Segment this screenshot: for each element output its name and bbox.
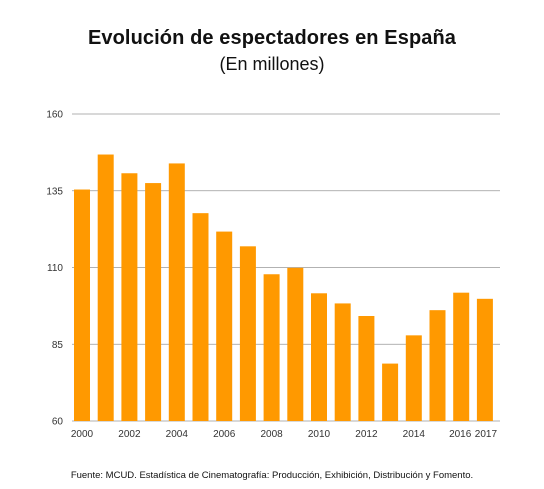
- bar-2006: [216, 231, 233, 421]
- bar-2012: [358, 316, 375, 421]
- bars: [74, 154, 493, 422]
- chart-subtitle: (En millones): [219, 54, 325, 74]
- bar-2001: [97, 154, 114, 422]
- bar-2014: [405, 335, 422, 421]
- bar-2007: [239, 246, 256, 421]
- y-axis-ticks: 60 85 110 135 160: [46, 110, 63, 428]
- bar-2000: [74, 189, 90, 421]
- y-tick-label: 135: [46, 186, 63, 197]
- x-tick-label: 2004: [166, 429, 189, 440]
- source-note: Fuente: MCUD. Estadística de Cinematogra…: [70, 470, 474, 481]
- y-tick-label: 85: [52, 340, 64, 351]
- bar-2009: [287, 267, 304, 421]
- bar-2002: [121, 173, 138, 421]
- x-tick-label: 2012: [355, 429, 378, 440]
- x-tick-label: 2014: [403, 429, 426, 440]
- bar-2013: [382, 363, 399, 421]
- bar-2011: [334, 303, 351, 421]
- y-tick-label: 160: [46, 110, 63, 121]
- bar-2010: [311, 293, 327, 421]
- bar-2017: [476, 298, 493, 421]
- x-tick-label: 2016: [449, 429, 472, 440]
- bar-2004: [168, 163, 185, 421]
- bar-2008: [263, 274, 280, 421]
- bar-2016: [453, 292, 470, 421]
- x-tick-label: 2006: [213, 429, 236, 440]
- x-tick-label: 2002: [118, 429, 141, 440]
- x-axis-ticks: 2000 2002 2004 2006 2008 2010 2012 2014 2016 2017: [71, 429, 498, 440]
- chart-title: Evolución de espectadores en España: [87, 27, 457, 49]
- x-tick-label: 2010: [308, 429, 331, 440]
- bar-2003: [145, 183, 162, 421]
- x-tick-label: 2017: [475, 429, 498, 440]
- gridlines: [72, 113, 500, 422]
- y-tick-label: 60: [52, 417, 64, 428]
- x-tick-label: 2000: [71, 429, 94, 440]
- x-tick-label: 2008: [260, 429, 283, 440]
- y-tick-label: 110: [47, 263, 63, 274]
- bar-2005: [192, 213, 209, 421]
- bar-2015: [429, 310, 446, 421]
